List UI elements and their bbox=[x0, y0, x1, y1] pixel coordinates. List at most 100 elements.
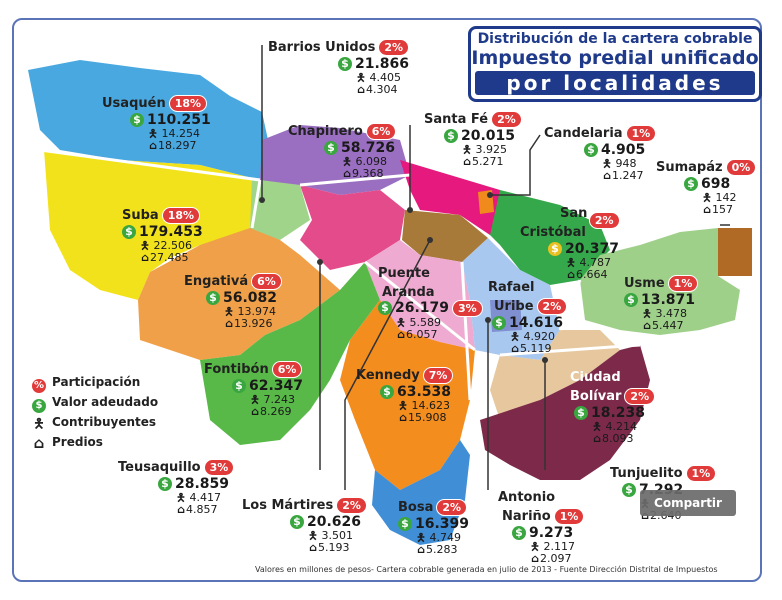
valor-adeudado: 14.616 bbox=[509, 315, 564, 331]
person-icon: 🯅 bbox=[530, 540, 540, 553]
contribuyentes: 4.405 bbox=[369, 71, 402, 84]
person-icon: 🯅 bbox=[602, 157, 612, 170]
region-sumapaz bbox=[718, 228, 752, 276]
leader-lines bbox=[261, 45, 730, 490]
region-fontibon bbox=[200, 262, 380, 445]
dollar-icon: $ bbox=[512, 526, 526, 540]
person-icon: 🯅 bbox=[510, 330, 520, 343]
house-icon: ⌂ bbox=[33, 434, 45, 452]
house-icon: ⌂ bbox=[463, 155, 471, 168]
loc-name-2: Cristóbal bbox=[520, 225, 586, 240]
predios: 8.093 bbox=[602, 432, 634, 445]
label-candelaria: Candelaria 1% $4.905 🯅 948 ⌂1.247 bbox=[544, 122, 657, 182]
house-icon: ⌂ bbox=[397, 328, 405, 341]
loc-name-2: Aranda bbox=[382, 285, 435, 300]
dollar-icon: $ bbox=[584, 143, 598, 157]
predios: 1.247 bbox=[612, 169, 644, 182]
label-sumapaz: Sumapáz 0% $698 🯅 142 ⌂157 bbox=[656, 156, 757, 216]
label-usme: Usme 1% $13.871 🯅 3.478 ⌂5.447 bbox=[624, 272, 699, 332]
dollar-icon: $ bbox=[624, 293, 638, 307]
participation-badge: 18% bbox=[168, 95, 208, 112]
house-icon: ⌂ bbox=[703, 203, 711, 216]
dollar-icon: $ bbox=[380, 385, 394, 399]
valor-adeudado: 28.859 bbox=[175, 476, 230, 492]
loc-name: Puente bbox=[378, 266, 430, 281]
label-chapinero: Chapinero 6% $58.726 🯅 6.098 ⌂9.368 bbox=[288, 120, 397, 180]
region-tunjuelito bbox=[490, 330, 620, 420]
predios: 15.908 bbox=[408, 411, 447, 424]
label-puente-aranda: Puente Aranda $26.179 3% 🯅 5.589 ⌂6.057 bbox=[378, 262, 483, 341]
predios: 5.447 bbox=[652, 319, 684, 332]
house-icon: ⌂ bbox=[511, 342, 519, 355]
loc-name-2: Bolívar bbox=[570, 389, 622, 404]
loc-name: Sumapáz bbox=[656, 160, 723, 175]
label-santa-fe: Santa Fé 2% $20.015 🯅 3.925 ⌂5.271 bbox=[424, 108, 522, 168]
loc-name: Engativá bbox=[184, 274, 249, 289]
dollar-icon: $ bbox=[622, 483, 636, 497]
contribuyentes: 3.478 bbox=[655, 307, 688, 320]
person-icon: 🯅 bbox=[176, 491, 186, 504]
dollar-icon: $ bbox=[378, 301, 392, 315]
participation-badge: 6% bbox=[251, 273, 282, 290]
share-button[interactable]: Compartir bbox=[640, 490, 736, 516]
person-icon: 🯅 bbox=[342, 155, 352, 168]
label-san-cristobal: San Cristóbal2% $20.377 🯅 4.787 ⌂6.664 bbox=[520, 202, 620, 281]
participation-badge: 2% bbox=[624, 388, 656, 405]
valor-adeudado: 698 bbox=[701, 176, 731, 192]
predios: 6.057 bbox=[406, 328, 438, 341]
person-icon: 🯅 bbox=[462, 143, 472, 156]
person-icon: 🯅 bbox=[592, 420, 602, 433]
loc-name: Ciudad bbox=[570, 370, 621, 385]
valor-adeudado: 20.015 bbox=[461, 128, 516, 144]
label-antonio-narino: Antonio Nariño 1% $9.273 🯅 2.117 ⌂2.097 bbox=[498, 486, 585, 565]
predios: 8.269 bbox=[260, 405, 292, 418]
predios: 27.485 bbox=[150, 251, 189, 264]
person-icon: 🯅 bbox=[566, 256, 576, 269]
person-icon: 🯅 bbox=[356, 71, 366, 84]
contribuyentes: 142 bbox=[715, 191, 737, 204]
participation-badge: 6% bbox=[365, 123, 397, 140]
dollar-icon: $ bbox=[324, 141, 338, 155]
house-icon: ⌂ bbox=[417, 543, 425, 556]
region-usme bbox=[580, 228, 740, 335]
person-icon: 🯅 bbox=[140, 239, 150, 252]
predios: 157 bbox=[712, 203, 733, 216]
contribuyentes: 14.254 bbox=[161, 127, 201, 140]
valor-adeudado: 18.238 bbox=[591, 405, 646, 421]
title-line3: por localidades bbox=[475, 71, 755, 95]
contribuyentes: 948 bbox=[615, 157, 637, 170]
region-borders bbox=[39, 148, 641, 401]
loc-name: Los Mártires bbox=[242, 498, 334, 513]
loc-name: Bosa bbox=[398, 500, 434, 515]
house-icon: ⌂ bbox=[593, 432, 601, 445]
valor-adeudado: 4.905 bbox=[601, 142, 646, 158]
label-barrios-unidos: Barrios Unidos 2% $21.866 🯅 4.405 ⌂4.304 bbox=[268, 36, 410, 96]
region-barrios-unidos bbox=[250, 178, 310, 240]
label-rafael-uribe: Rafael Uribe 2% $14.616 🯅 4.920 ⌂5.119 bbox=[488, 276, 568, 355]
label-los-martires: Los Mártires 2% $20.626 🯅 3.501 ⌂5.193 bbox=[242, 494, 367, 554]
house-icon: ⌂ bbox=[251, 405, 259, 418]
title-box: Distribución de la cartera cobrable Impu… bbox=[468, 26, 762, 102]
person-icon: 🯅 bbox=[642, 307, 652, 320]
contribuyentes: 7.243 bbox=[263, 393, 296, 406]
contribuyentes: 4.417 bbox=[189, 491, 222, 504]
house-icon: ⌂ bbox=[225, 317, 233, 330]
label-fontibon: Fontibón 6% $62.347 🯅 7.243 ⌂8.269 bbox=[204, 358, 303, 418]
house-icon: ⌂ bbox=[343, 167, 351, 180]
loc-name: Kennedy bbox=[356, 368, 420, 383]
loc-name: Candelaria bbox=[544, 126, 623, 141]
dollar-icon: $ bbox=[232, 379, 246, 393]
house-icon: ⌂ bbox=[141, 251, 149, 264]
participation-badge: 1% bbox=[667, 275, 699, 292]
valor-adeudado: 13.871 bbox=[641, 292, 696, 308]
contribuyentes: 4.214 bbox=[605, 420, 638, 433]
house-icon: ⌂ bbox=[643, 319, 651, 332]
label-suba: Suba 18% $179.453 🯅 22.506 ⌂27.485 bbox=[122, 204, 203, 264]
loc-name: Chapinero bbox=[288, 124, 363, 139]
valor-adeudado: 179.453 bbox=[139, 224, 203, 240]
participation-badge: 1% bbox=[553, 508, 585, 525]
person-icon: 🯅 bbox=[398, 399, 408, 412]
house-icon: ⌂ bbox=[603, 169, 611, 182]
house-icon: ⌂ bbox=[567, 268, 575, 281]
